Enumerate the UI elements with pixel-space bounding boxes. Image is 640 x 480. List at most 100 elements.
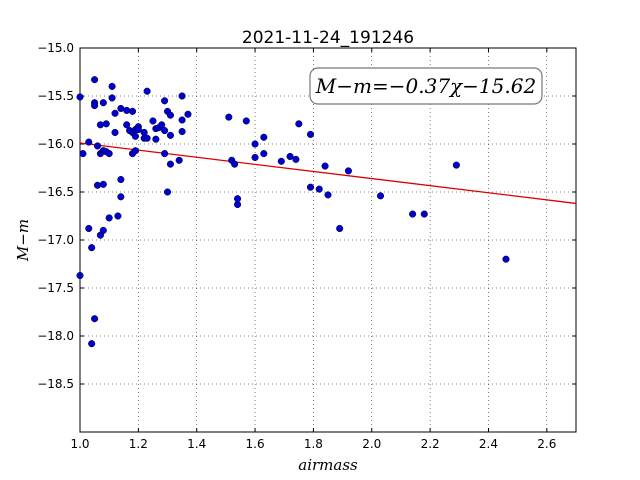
data-point	[502, 255, 510, 263]
y-tick-label: −15.5	[37, 89, 74, 103]
data-point	[175, 156, 183, 164]
data-point	[166, 111, 174, 119]
x-tick-label: 1.8	[304, 437, 323, 451]
data-point	[114, 212, 122, 220]
data-point	[225, 113, 233, 121]
data-point	[149, 117, 157, 125]
y-axis-label: M−m	[14, 219, 32, 262]
data-point	[131, 147, 139, 155]
y-tick-label: −16.5	[37, 185, 74, 199]
data-point	[91, 76, 99, 84]
data-point	[452, 161, 460, 169]
data-point	[117, 193, 125, 201]
data-point	[344, 167, 352, 175]
data-points	[76, 76, 510, 348]
y-tick-label: −17.5	[37, 281, 74, 295]
data-point	[108, 94, 116, 102]
data-point	[251, 153, 259, 161]
data-point	[99, 99, 107, 107]
data-point	[306, 183, 315, 191]
data-point	[99, 180, 107, 188]
data-point	[163, 188, 172, 196]
data-point	[111, 128, 119, 137]
data-point	[295, 120, 303, 128]
chart-title: 2021-11-24_191246	[242, 28, 414, 48]
data-point	[117, 175, 125, 184]
data-point	[79, 150, 87, 158]
data-point	[143, 87, 151, 95]
y-tick-label: −18.0	[37, 329, 74, 343]
data-point	[178, 127, 186, 136]
equation-box: M−m=−0.37χ−15.62	[309, 67, 543, 105]
data-point	[131, 132, 139, 140]
data-point	[96, 121, 104, 129]
data-point	[128, 107, 137, 115]
x-tick-label: 1.2	[129, 437, 148, 451]
y-tick-label: −17.0	[37, 233, 74, 247]
data-point	[105, 214, 113, 222]
x-tick-label: 1.0	[70, 437, 89, 451]
data-point	[324, 191, 332, 199]
data-point	[123, 121, 131, 129]
data-point	[420, 210, 428, 218]
grid-lines	[80, 48, 576, 432]
x-tick-label: 2.4	[479, 437, 498, 451]
data-point	[336, 224, 344, 233]
x-tick-label: 1.4	[187, 437, 206, 451]
data-point	[88, 244, 96, 252]
data-point	[134, 126, 142, 134]
data-point	[123, 106, 131, 114]
y-tick-label: −18.5	[37, 377, 74, 391]
data-point	[111, 109, 119, 117]
data-point	[234, 195, 242, 203]
data-point	[315, 185, 323, 193]
data-point	[260, 150, 268, 158]
equation-box-frame	[309, 67, 543, 105]
x-tick-label: 2.0	[362, 437, 381, 451]
y-tick-label: −16.0	[37, 137, 74, 151]
data-point	[306, 130, 315, 138]
data-point	[93, 181, 102, 189]
x-axis-label: airmass	[298, 456, 358, 474]
data-point	[242, 117, 250, 125]
data-point	[102, 120, 110, 128]
data-point	[321, 162, 329, 170]
data-point	[108, 82, 116, 90]
data-point	[166, 160, 174, 168]
data-point	[91, 315, 99, 323]
data-point	[143, 134, 151, 142]
x-tick-label: 2.2	[421, 437, 440, 451]
data-point	[184, 110, 192, 118]
data-point	[292, 155, 300, 163]
data-point	[178, 116, 186, 124]
data-point	[286, 152, 294, 161]
data-point	[277, 157, 285, 165]
data-point	[166, 131, 174, 139]
data-point	[99, 226, 107, 234]
data-point	[105, 150, 113, 158]
data-point	[76, 93, 84, 101]
data-point	[161, 97, 169, 105]
data-point	[76, 271, 84, 280]
data-point	[231, 160, 239, 168]
data-point	[251, 140, 259, 148]
fit-equation: M−m=−0.37χ−15.62	[315, 74, 536, 98]
data-point	[93, 142, 102, 150]
data-point	[376, 192, 385, 200]
x-tick-label: 1.6	[246, 437, 265, 451]
data-point	[260, 133, 268, 141]
data-point	[409, 210, 417, 218]
axis-ticks: 1.0 1.2 1.4 1.6 1.8 2.0 2.2 2.4 2.6 −15.0 −15.5 −16…	[37, 41, 576, 451]
data-point	[158, 121, 166, 129]
data-point	[85, 138, 93, 146]
data-point	[161, 150, 169, 158]
data-point	[85, 224, 93, 233]
data-point	[152, 135, 160, 143]
data-point	[161, 127, 169, 135]
x-tick-label: 2.6	[537, 437, 556, 451]
data-point	[178, 92, 186, 100]
data-point	[91, 102, 99, 110]
y-tick-label: −15.0	[37, 41, 74, 55]
data-point	[88, 340, 96, 348]
